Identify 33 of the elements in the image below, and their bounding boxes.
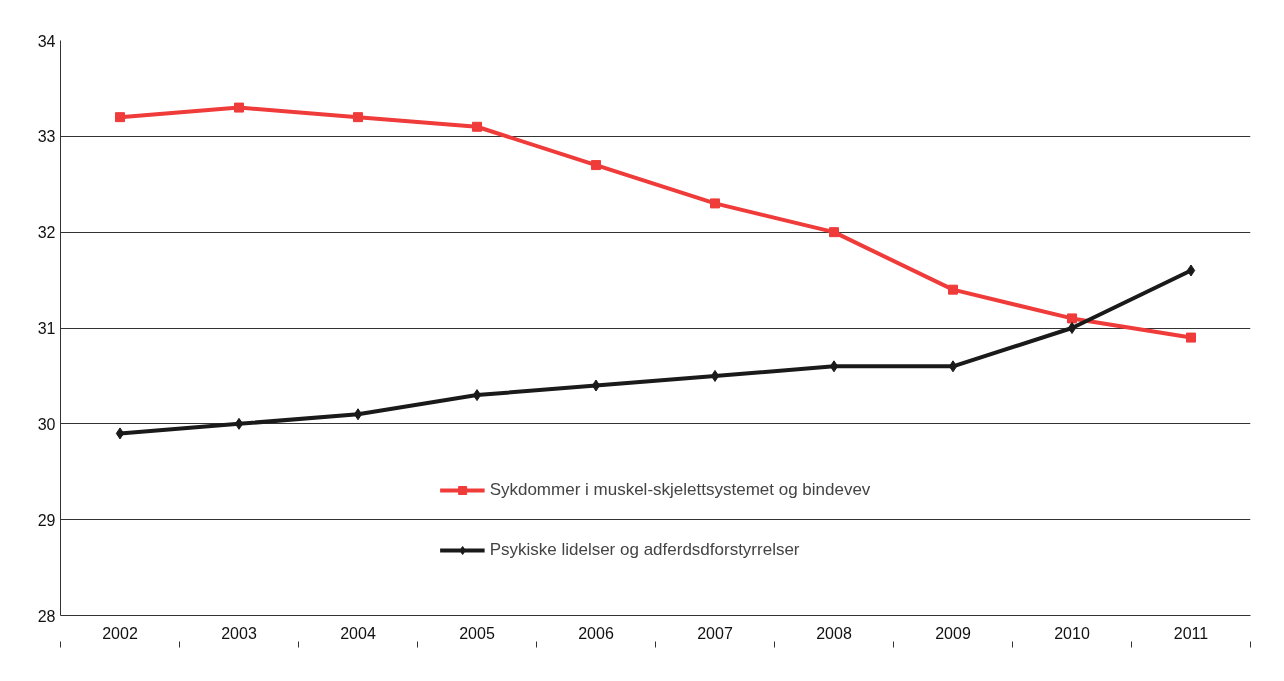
point: [234, 102, 244, 113]
y-tick-label: 30: [37, 415, 56, 433]
x-tick-label: 2009: [935, 624, 971, 642]
point: [829, 227, 839, 238]
y-tick-label: 32: [37, 224, 56, 242]
point: [948, 284, 958, 295]
legend-label: Psykiske lidelser og adferdsdforstyrrelser: [489, 540, 800, 560]
point: [710, 198, 720, 209]
x-tick-label: 2007: [697, 624, 733, 642]
point: [591, 160, 601, 171]
x-tick-label: 2010: [1054, 624, 1090, 642]
point: [115, 112, 125, 123]
point: [1186, 332, 1196, 343]
x-tick-label: 2003: [221, 624, 257, 642]
x-tick-label: 2002: [102, 624, 138, 642]
y-tick-label: 28: [37, 607, 56, 625]
y-tick-label: 29: [37, 511, 56, 529]
point: [472, 121, 482, 132]
x-tick-label: 2005: [459, 624, 495, 642]
legend-label: Sykdommer i muskel-skjelettsystemet og bindevev: [489, 480, 871, 500]
point: [353, 112, 363, 123]
x-tick-label: 2006: [578, 624, 614, 642]
point: [1067, 322, 1077, 334]
point: [1186, 264, 1196, 277]
x-tick-label: 2008: [816, 624, 852, 642]
x-tick-label: 2004: [340, 624, 376, 642]
y-tick-label: 33: [37, 128, 56, 146]
y-tick-label: 34: [37, 32, 56, 50]
point: [1067, 313, 1077, 324]
point: [710, 369, 720, 382]
x-tick-label: 2011: [1173, 624, 1209, 642]
point: [472, 389, 482, 402]
y-tick-label: 31: [37, 320, 56, 337]
